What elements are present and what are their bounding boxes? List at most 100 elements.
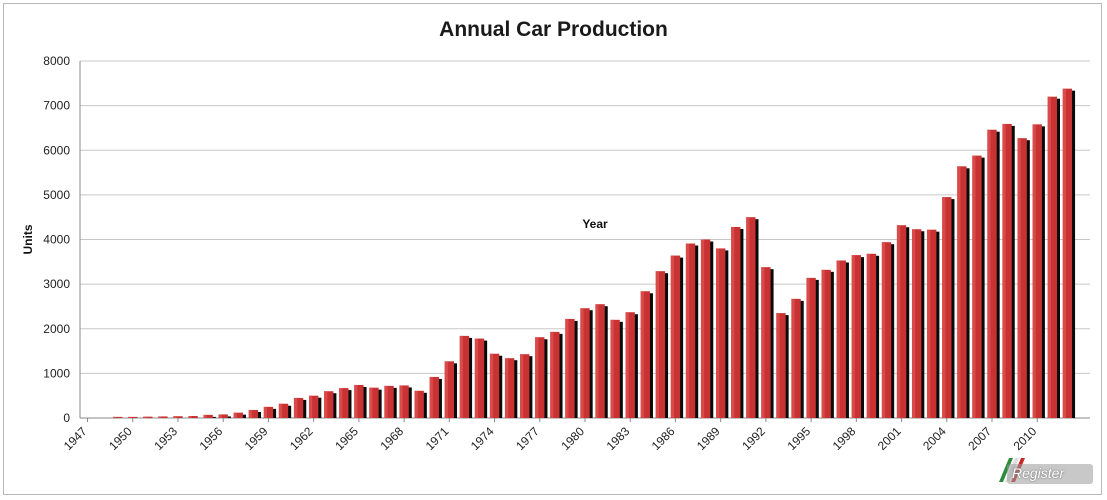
bar	[670, 255, 681, 418]
bar	[806, 277, 816, 418]
bar-highlight	[218, 414, 222, 418]
y-tick-label: 3000	[43, 277, 70, 291]
bar-highlight	[776, 313, 780, 418]
bar-highlight	[836, 260, 840, 418]
bar	[911, 229, 922, 418]
bar-highlight	[1002, 123, 1006, 418]
bar	[836, 260, 846, 418]
bar	[158, 416, 168, 418]
x-tick-label: 2001	[875, 424, 904, 453]
bar	[1017, 138, 1027, 419]
x-tick-label: 1965	[332, 424, 361, 453]
bar	[520, 354, 530, 418]
bar-highlight	[942, 197, 946, 418]
bar	[354, 384, 364, 418]
register-logo-watermark	[999, 458, 1093, 484]
bar-highlight	[565, 318, 569, 418]
bar-highlight	[324, 391, 328, 418]
x-tick-label: 2007	[965, 424, 994, 453]
bar	[339, 388, 349, 418]
bar-highlight	[354, 384, 358, 418]
bar-highlight	[655, 271, 659, 418]
bar	[927, 229, 937, 418]
y-axis-label: Units	[21, 224, 35, 254]
bar-highlight	[927, 229, 931, 418]
bar-highlight	[715, 248, 720, 418]
bar-highlight	[444, 361, 448, 418]
x-tick-label: 2010	[1011, 424, 1040, 453]
x-tick-label: 1962	[287, 424, 316, 453]
x-tick-label: 1956	[197, 424, 226, 453]
bar	[715, 248, 726, 418]
bar-highlight	[520, 354, 524, 418]
bar-highlight	[474, 338, 479, 418]
bar	[821, 269, 831, 418]
bar	[233, 412, 243, 418]
bar	[565, 318, 575, 418]
bar-highlight	[851, 255, 855, 418]
bar	[188, 415, 198, 418]
bar-highlight	[339, 388, 343, 418]
bar	[776, 313, 786, 418]
y-tick-label: 0	[63, 411, 70, 425]
y-tick-label: 1000	[43, 366, 70, 380]
bar-highlight	[972, 155, 976, 419]
bar	[128, 416, 138, 418]
bar-highlight	[1017, 138, 1021, 419]
x-tick-label: 1986	[649, 424, 678, 453]
bar	[459, 335, 470, 418]
bar	[791, 298, 801, 418]
bar	[324, 391, 334, 418]
bar	[173, 416, 183, 418]
bar-highlight	[308, 395, 313, 418]
bar	[203, 414, 213, 418]
y-tick-label: 8000	[43, 54, 70, 68]
bar-highlight	[957, 166, 961, 418]
bar-highlight	[761, 267, 765, 418]
bar	[881, 242, 892, 418]
bar	[987, 129, 997, 418]
bar-highlight	[293, 397, 298, 418]
bar-highlight	[896, 225, 901, 418]
bar	[414, 390, 424, 418]
bar-highlight	[791, 298, 795, 418]
bar	[293, 397, 304, 418]
bar-highlight	[113, 416, 117, 418]
bar-highlight	[158, 416, 162, 418]
bar	[278, 403, 289, 418]
bar-highlight	[987, 129, 991, 418]
y-tick-label: 6000	[43, 143, 70, 157]
y-tick-label: 7000	[43, 99, 70, 113]
bar-highlight	[369, 387, 373, 418]
bar-highlight	[911, 229, 916, 418]
bar	[384, 385, 394, 418]
bar-highlight	[580, 308, 584, 418]
chart-annotation: Year	[582, 217, 608, 231]
bar	[580, 308, 590, 418]
bar-highlight	[263, 406, 268, 418]
bar	[248, 409, 259, 418]
bar	[444, 361, 455, 418]
bar	[731, 227, 741, 418]
bar-highlight	[746, 217, 750, 418]
bar	[685, 243, 696, 418]
bar-highlight	[1062, 88, 1066, 418]
bar-highlight	[670, 255, 675, 418]
x-tick-label: 1989	[694, 424, 723, 453]
bar	[369, 387, 379, 418]
bar-highlight	[143, 416, 147, 418]
y-tick-label: 4000	[43, 233, 70, 247]
bar-highlight	[821, 269, 825, 418]
bar-highlight	[610, 319, 614, 418]
bar	[489, 353, 500, 418]
bar	[504, 358, 515, 418]
bar	[399, 385, 409, 418]
bar	[429, 376, 439, 418]
bar	[1032, 124, 1042, 419]
x-tick-label: 1977	[513, 424, 542, 453]
bar-highlight	[248, 409, 252, 418]
x-tick-label: 1968	[377, 424, 406, 453]
bar-highlight	[640, 291, 644, 418]
x-tick-label: 1950	[106, 424, 135, 453]
bar	[896, 225, 907, 418]
